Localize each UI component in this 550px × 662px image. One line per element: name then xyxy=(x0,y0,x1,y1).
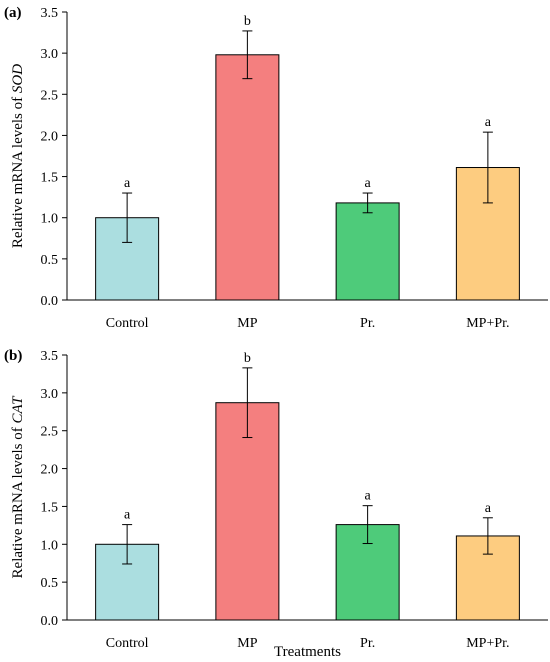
y-axis-title: Relative mRNA levels of CAT xyxy=(10,395,26,579)
y-tick-label: 1.0 xyxy=(41,538,59,553)
x-tick-label: Control xyxy=(106,316,149,331)
y-axis-title-prefix: Relative mRNA levels of xyxy=(10,423,26,578)
y-axis-title-gene: CAT xyxy=(10,395,26,424)
y-tick-label: 1.0 xyxy=(41,212,59,227)
x-tick-label: MP+Pr. xyxy=(466,316,509,331)
error-bar xyxy=(482,131,493,204)
error-bar xyxy=(242,367,253,439)
y-tick-label: 1.5 xyxy=(41,500,59,515)
x-tick-label: Pr. xyxy=(360,316,375,331)
x-tick-label: MP xyxy=(237,636,257,651)
x-tick-label: MP xyxy=(237,316,257,331)
y-tick-label: 2.5 xyxy=(41,88,59,103)
significance-label: a xyxy=(365,489,372,504)
y-tick-label: 3.5 xyxy=(41,349,59,364)
significance-label: a xyxy=(124,176,131,191)
y-tick-label: 3.5 xyxy=(41,6,59,21)
x-tick-label: Control xyxy=(106,636,149,651)
x-tick-label: Pr. xyxy=(360,636,375,651)
y-tick-label: 0.0 xyxy=(41,294,59,309)
y-tick-label: 2.5 xyxy=(41,425,59,440)
y-tick-label: 3.0 xyxy=(41,47,59,62)
error-bar xyxy=(362,192,373,214)
y-tick-label: 0.5 xyxy=(41,576,59,591)
error-bar xyxy=(362,505,373,545)
significance-label: a xyxy=(485,501,492,516)
error-bar xyxy=(122,524,133,565)
y-tick-label: 2.0 xyxy=(41,129,59,144)
significance-label: a xyxy=(124,508,131,523)
error-bar xyxy=(482,517,493,555)
y-axis-title-gene: SOD xyxy=(10,64,26,93)
chart-panel-1: 0.0 0.5 1.0 1.5 2.0 2.5 3.0 3.5 a Control b MP a Pr. a… xyxy=(4,5,548,331)
x-axis-title: Treatments xyxy=(274,644,341,660)
y-tick-label: 0.5 xyxy=(41,253,59,268)
panel-label: (b) xyxy=(4,348,22,364)
bar-pr xyxy=(335,202,400,301)
y-axis-title-prefix: Relative mRNA levels of xyxy=(10,93,26,248)
x-tick-label: MP+Pr. xyxy=(466,636,509,651)
significance-label: a xyxy=(485,115,492,130)
error-bar xyxy=(122,192,133,243)
y-axis-title: Relative mRNA levels of SOD xyxy=(10,64,26,248)
y-tick-label: 2.0 xyxy=(41,463,59,478)
chart-panel-2: 0.0 0.5 1.0 1.5 2.0 2.5 3.0 3.5 a Control b MP a Pr. a… xyxy=(4,348,548,660)
bar-mp xyxy=(215,402,280,621)
significance-label: b xyxy=(244,14,251,29)
y-tick-label: 0.0 xyxy=(41,614,59,629)
significance-label: a xyxy=(365,176,372,191)
panel-label: (a) xyxy=(4,5,22,21)
bar-mp xyxy=(215,54,280,301)
y-tick-label: 1.5 xyxy=(41,171,59,186)
y-tick-label: 3.0 xyxy=(41,387,59,402)
significance-label: b xyxy=(244,351,251,366)
error-bar xyxy=(242,30,253,80)
